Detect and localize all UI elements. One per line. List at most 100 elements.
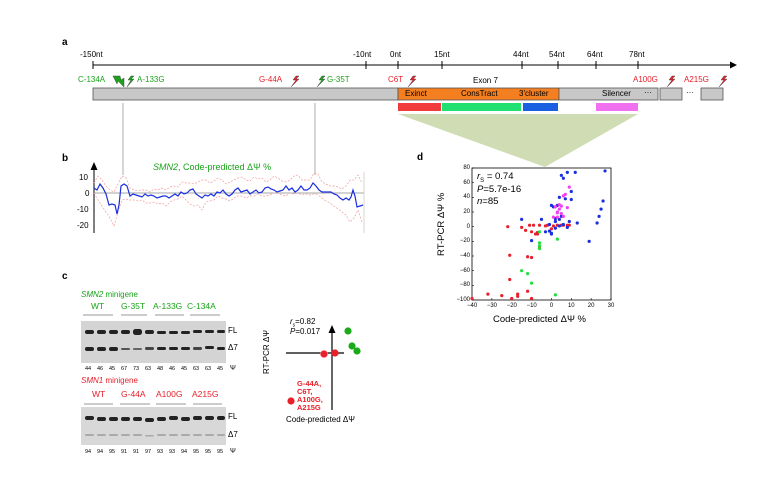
scatter-point-magenta [555, 215, 559, 219]
scatter-point-blue [595, 221, 599, 225]
inset-point-red [320, 350, 328, 358]
x-tick-label: −40 [467, 303, 478, 309]
ytick-label: -10 [77, 205, 89, 214]
p-symbol: P [290, 327, 296, 336]
lane-group-label: A215G [192, 389, 219, 399]
axis-arrow-icon [730, 61, 737, 69]
psi-value: 93 [156, 449, 164, 455]
scatter-point-blue [549, 232, 554, 236]
scatter-point-red [470, 296, 474, 301]
scatter-point-red [524, 228, 528, 232]
scatter-point-magenta [567, 185, 571, 189]
psi-values-row: 44 46 45 67 73 63 48 46 45 63 63 45 [82, 366, 227, 372]
scatter-point-red [520, 225, 524, 229]
scatter-point-blue [553, 226, 558, 230]
rs-value: = 0.74 [484, 171, 514, 182]
psi-value: 91 [132, 449, 140, 455]
p-value: =5.7e-16 [483, 184, 522, 195]
inset-point-green [344, 327, 352, 335]
psi-value: 46 [96, 366, 104, 372]
scatter-point-magenta [557, 207, 561, 211]
cluster-region-bar [523, 103, 558, 111]
scatter-point-blue [557, 217, 561, 221]
scatter-point-red [531, 223, 536, 227]
mutation-label: A-133G [137, 75, 165, 84]
silencer-region-bar [596, 103, 638, 111]
scatter-p-stat: P=5.7e-16 [477, 185, 521, 195]
rs-value: =0.82 [295, 317, 316, 326]
scatter-point-green [537, 241, 542, 245]
inset-p-stat: P=0.017 [290, 328, 320, 336]
x-tick-label: −20 [506, 303, 517, 309]
scatter-point-blue [559, 173, 563, 177]
region-label-silencer: Silencer [602, 89, 631, 98]
region-label-exinct: Exinct [405, 89, 427, 98]
rs-subscript: S [480, 177, 485, 184]
scatter-point-blue [529, 239, 534, 243]
n-symbol: n [477, 196, 483, 207]
downstream-intron-bar [558, 87, 659, 101]
scatter-point-red [508, 253, 512, 257]
mutation-label: C-134A [78, 75, 106, 84]
plot-frame [471, 167, 612, 301]
y-tick-label: −20 [459, 238, 470, 245]
panel-a-letter: a [62, 37, 68, 48]
tick-label: 0nt [390, 50, 402, 59]
psi-symbol: Ψ [230, 365, 236, 372]
lightning-icon [316, 75, 326, 88]
lane-group-label: A-133G [153, 301, 183, 311]
tick-label: -150nt [80, 50, 103, 59]
x-tick-label: 30 [607, 303, 615, 309]
lane-group-label: A100G [156, 389, 183, 399]
scatter-point-red [516, 292, 520, 296]
mutation-label: G-35T [327, 75, 350, 84]
scatter-point-blue [553, 219, 558, 224]
scatter-point-blue [520, 217, 524, 221]
gel-image [81, 407, 226, 445]
intron-segment [659, 87, 683, 101]
scatter-point-red [486, 292, 490, 296]
scatter-point-blue [547, 229, 552, 233]
psi-value: 67 [120, 366, 128, 372]
gel-image [81, 321, 226, 363]
y-tick-label: −60 [459, 267, 470, 274]
psi-value: 95 [192, 449, 200, 455]
scatter-point-green [537, 247, 542, 251]
mutation-label: A100G [633, 75, 658, 84]
lightning-icon [290, 75, 300, 88]
inset-point-red [287, 397, 295, 405]
lightning-icon [718, 75, 728, 88]
psi-value: 94 [180, 449, 188, 455]
title-text: , Code-predicted ΔΨ % [178, 162, 272, 172]
delta7-bands [85, 346, 225, 351]
psi-value: 46 [168, 366, 176, 372]
zoom-wedge [398, 114, 638, 167]
psi-value: 44 [84, 366, 92, 372]
ytick-label: -20 [77, 221, 89, 230]
inset-point-green [348, 342, 356, 350]
inset-red-label: A215G [297, 403, 321, 412]
scatter-point-green [520, 269, 524, 273]
region-label-constract: ConsTract [461, 89, 498, 98]
scatter-point-magenta [551, 215, 556, 219]
psi-value: 45 [216, 366, 224, 372]
rs-subscript: s [292, 322, 296, 329]
predicted-delta-psi-line [93, 182, 364, 215]
n-value: =85 [482, 196, 499, 207]
inset-red-label: G-44A, [297, 379, 322, 388]
tick-label: 54nt [549, 50, 565, 59]
scatter-y-label: RT-PCR ΔΨ % [436, 192, 447, 256]
lower-ci-line [93, 192, 363, 227]
psi-value: 45 [180, 366, 188, 372]
panel-c-letter: c [62, 271, 68, 282]
scatter-point-magenta [559, 211, 563, 216]
psi-value: 73 [132, 366, 140, 372]
psi-value: 63 [144, 366, 152, 372]
constract-region-bar [442, 103, 521, 111]
inset-point-red [331, 349, 339, 357]
psi-value: 95 [108, 449, 116, 455]
